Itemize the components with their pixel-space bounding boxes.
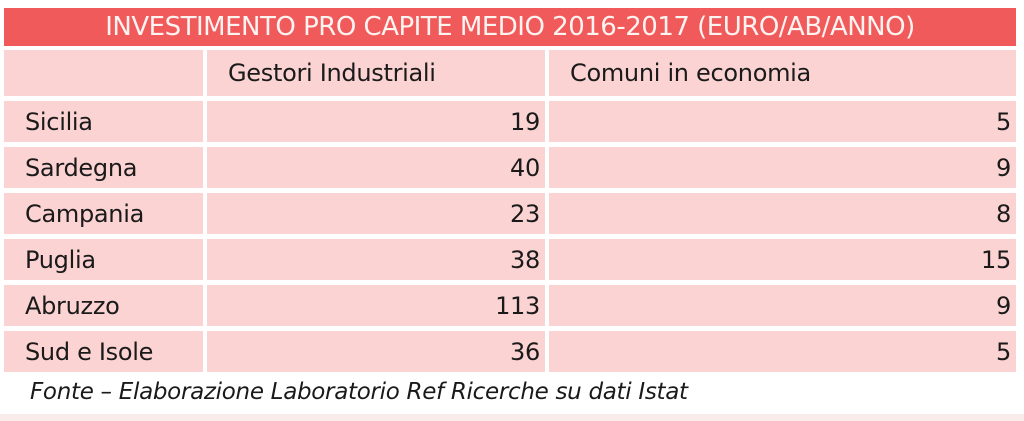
region-label: Sardegna (4, 147, 203, 188)
region-label: Sud e Isole (4, 331, 203, 372)
gestori-value: 38 (207, 239, 545, 280)
table-title: INVESTIMENTO PRO CAPITE MEDIO 2016-2017 … (4, 8, 1016, 46)
region-label: Campania (4, 193, 203, 234)
comuni-value: 9 (549, 147, 1016, 188)
gestori-value: 36 (207, 331, 545, 372)
comuni-value: 8 (549, 193, 1016, 234)
gestori-value: 23 (207, 193, 545, 234)
table-row-sud-e-isole: Sud e Isole 36 5 (4, 331, 1016, 372)
table-row-sicilia: Sicilia 19 5 (4, 101, 1016, 142)
gestori-value: 113 (207, 285, 545, 326)
comuni-value: 9 (549, 285, 1016, 326)
gestori-value: 19 (207, 101, 545, 142)
comuni-value: 15 (549, 239, 1016, 280)
column-header-comuni-in-economia: Comuni in economia (549, 50, 1016, 96)
table-row-puglia: Puglia 38 15 (4, 239, 1016, 280)
bottom-strip (0, 414, 1024, 421)
comuni-value: 5 (549, 101, 1016, 142)
table-row-sardegna: Sardegna 40 9 (4, 147, 1016, 188)
source-note: Fonte – Elaborazione Laboratorio Ref Ric… (30, 379, 688, 405)
table-row-campania: Campania 23 8 (4, 193, 1016, 234)
table-header-row: Gestori Industriali Comuni in economia (4, 50, 1016, 96)
investment-table: INVESTIMENTO PRO CAPITE MEDIO 2016-2017 … (4, 8, 1016, 372)
column-header-region (4, 50, 203, 96)
region-label: Sicilia (4, 101, 203, 142)
comuni-value: 5 (549, 331, 1016, 372)
region-label: Abruzzo (4, 285, 203, 326)
table-row-abruzzo: Abruzzo 113 9 (4, 285, 1016, 326)
gestori-value: 40 (207, 147, 545, 188)
column-header-gestori-industriali: Gestori Industriali (207, 50, 545, 96)
region-label: Puglia (4, 239, 203, 280)
